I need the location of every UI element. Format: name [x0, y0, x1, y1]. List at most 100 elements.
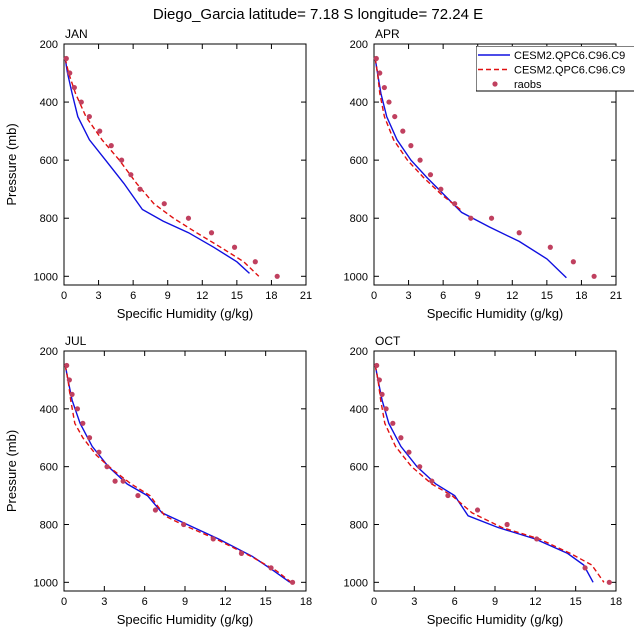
panel-oct: 0 3 6 9 12 15 18 200 400 600 800 1000 OCT Specific Hu…: [344, 334, 623, 627]
raobs-point: [408, 143, 414, 149]
y-tick-label: 600: [350, 462, 368, 474]
raobs-point: [128, 172, 134, 178]
raobs-point: [516, 230, 522, 236]
y-tick-label: 800: [40, 213, 58, 225]
raobs-point: [112, 478, 118, 484]
y-tick-label: 800: [40, 519, 58, 531]
x-tick-label: 9: [492, 596, 498, 608]
series-raobs: [63, 55, 280, 279]
raobs-point: [86, 113, 92, 120]
x-tick-label: 12: [196, 290, 208, 302]
raobs-point: [468, 215, 474, 221]
legend-label: CESM2.QPC6.C96.C9: [514, 65, 625, 77]
x-tick-label: 9: [182, 596, 188, 608]
y-axis-label: Pressure (mb): [4, 430, 19, 512]
series-model-solid-line: [374, 58, 567, 279]
raobs-point: [488, 215, 495, 221]
raobs-point: [392, 113, 398, 120]
figure-title: Diego_Garcia latitude= 7.18 S longitude=…: [153, 6, 483, 23]
raobs-point: [534, 536, 540, 542]
series-model-solid-line: [374, 365, 594, 583]
x-tick-label: 3: [406, 290, 412, 302]
series-model-solid-line: [64, 58, 250, 274]
x-tick-label: 0: [371, 596, 377, 608]
x-axis-label: Specific Humidity (g/kg): [117, 306, 254, 321]
series-model-solid-line: [64, 365, 291, 583]
raobs-point: [591, 273, 597, 279]
raobs-point: [238, 550, 245, 557]
raobs-point: [452, 201, 458, 207]
x-tick-label: 6: [440, 290, 446, 302]
raobs-point: [185, 215, 192, 221]
raobs-point: [67, 70, 73, 76]
series-raobs: [373, 55, 597, 279]
x-tick-label: 21: [300, 290, 312, 302]
x-tick-label: 6: [452, 596, 458, 608]
raobs-point: [96, 449, 102, 455]
raobs-point: [161, 201, 167, 207]
raobs-point: [386, 99, 392, 105]
x-tick-label: 6: [142, 596, 148, 608]
series-raobs: [374, 362, 612, 585]
raobs-point: [208, 230, 215, 236]
x-tick-label: 18: [610, 596, 622, 608]
raobs-point: [390, 420, 396, 426]
x-tick-label: 15: [570, 596, 582, 608]
raobs-point: [71, 84, 77, 91]
raobs-point: [66, 377, 72, 383]
y-tick-label: 1000: [34, 271, 58, 283]
x-tick-label: 18: [265, 290, 277, 302]
y-tick-label: 200: [350, 346, 368, 358]
series-model-dashed-line: [374, 58, 461, 211]
raobs-point: [152, 507, 159, 513]
x-tick-label: 15: [260, 596, 272, 608]
raobs-point: [474, 507, 481, 513]
plot-frame: [63, 43, 307, 286]
legend-label: CESM2.QPC6.C96.C9: [514, 50, 625, 62]
legend-label: raobs: [514, 79, 542, 91]
series-model-dashed-line: [64, 58, 260, 277]
x-axis-label: Specific Humidity (g/kg): [117, 612, 254, 627]
raobs-point: [210, 536, 216, 542]
y-tick-label: 200: [40, 39, 58, 51]
y-tick-label: 400: [350, 97, 368, 109]
y-tick-label: 600: [40, 462, 58, 474]
y-axis-label: Pressure (mb): [4, 123, 19, 205]
raobs-point: [406, 449, 412, 455]
y-tick-label: 600: [350, 155, 368, 167]
x-tick-label: 15: [541, 290, 553, 302]
raobs-point: [289, 579, 296, 585]
raobs-point: [63, 55, 69, 62]
x-tick-label: 21: [610, 290, 622, 302]
legend: CESM2.QPC6.C96.C9 CESM2.QPC6.C96.C9 raobs: [476, 46, 634, 92]
raobs-point: [120, 478, 126, 484]
y-tick-label: 800: [350, 519, 368, 531]
raobs-point: [417, 464, 423, 470]
raobs-point: [86, 435, 93, 441]
x-tick-label: 12: [529, 596, 541, 608]
raobs-point: [379, 391, 385, 397]
raobs-point: [274, 273, 280, 279]
raobs-point: [570, 259, 576, 265]
raobs-point: [438, 186, 444, 192]
x-tick-label: 0: [61, 290, 67, 302]
raobs-point: [374, 362, 380, 369]
y-tick-label: 1000: [34, 577, 58, 589]
x-tick-label: 0: [371, 290, 377, 302]
raobs-point: [231, 244, 238, 250]
raobs-point: [427, 172, 434, 178]
raobs-point: [78, 99, 84, 105]
raobs-point: [80, 420, 86, 426]
x-tick-label: 0: [61, 596, 67, 608]
raobs-point: [400, 128, 406, 134]
y-tick-label: 800: [350, 213, 368, 225]
raobs-point: [429, 478, 435, 484]
x-axis-label: Specific Humidity (g/kg): [427, 306, 564, 321]
raobs-point: [74, 406, 81, 412]
raobs-point: [268, 565, 274, 571]
raobs-point: [504, 521, 510, 528]
y-tick-label: 1000: [344, 577, 368, 589]
y-tick-label: 400: [40, 97, 58, 109]
y-tick-label: 1000: [344, 271, 368, 283]
